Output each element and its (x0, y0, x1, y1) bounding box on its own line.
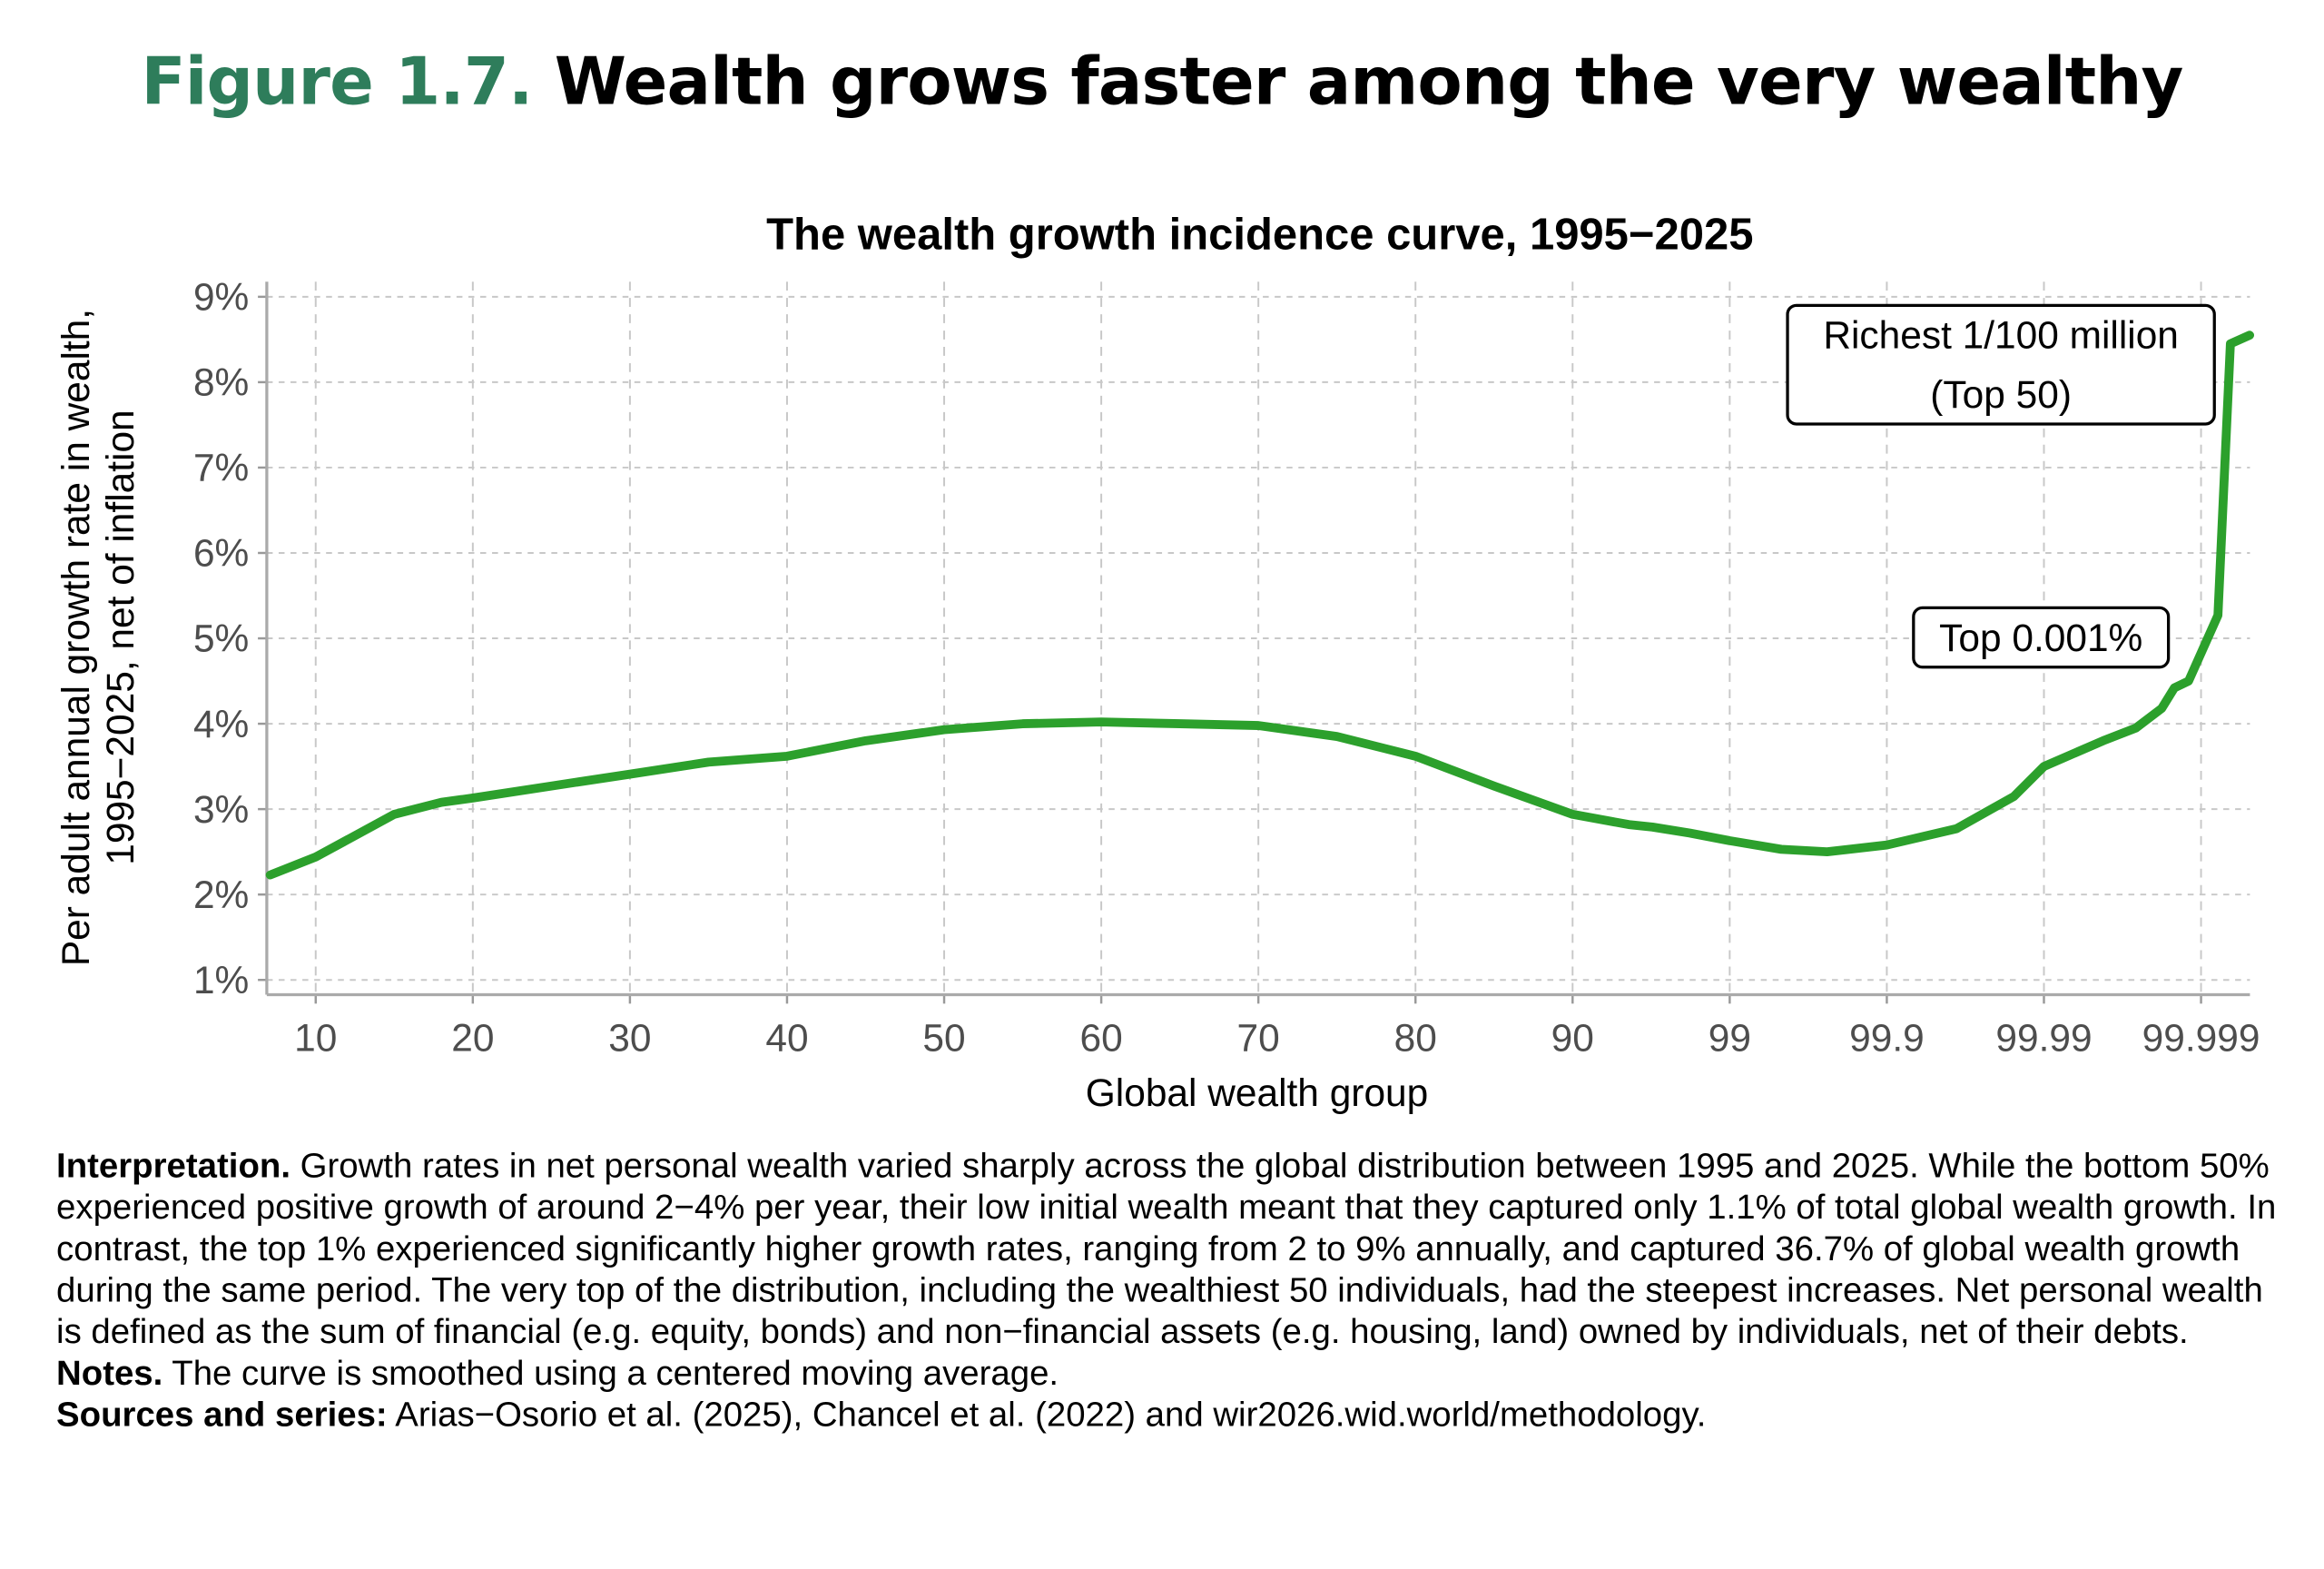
x-tick-label: 60 (1079, 1017, 1122, 1060)
sources-text: Arias−Osorio et al. (2025), Chancel et a… (387, 1395, 1707, 1434)
x-tick-label: 90 (1551, 1017, 1594, 1060)
notes-label: Notes. (56, 1353, 163, 1393)
annotation-label: Top 0.001% (1939, 617, 2142, 659)
y-tick-label: 6% (193, 532, 249, 575)
annotation-label: (Top 50) (1930, 373, 2072, 416)
y-tick-label: 1% (193, 959, 249, 1002)
y-axis-label-line1: Per adult annual growth rate in wealth, (54, 309, 97, 966)
figure-title-text: Wealth grows faster among the very wealt… (554, 44, 2184, 121)
sources-label: Sources and series: (56, 1395, 388, 1434)
x-tick-label: 40 (765, 1017, 808, 1060)
y-axis-label-line2: 1995−2025, net of inflation (99, 410, 142, 864)
chart: The wealth growth incidence curve, 1995−… (54, 210, 2260, 1114)
interpretation-label: Interpretation. (56, 1146, 290, 1185)
figure-notes: Interpretation. Growth rates in net pers… (56, 1144, 2280, 1435)
x-tick-label: 20 (451, 1017, 494, 1060)
y-tick-label: 9% (193, 276, 249, 319)
x-tick-label: 99 (1709, 1017, 1751, 1060)
y-tick-label: 8% (193, 361, 249, 404)
x-tick-label: 10 (294, 1017, 337, 1060)
x-tick-label: 99.9 (1849, 1017, 1925, 1060)
x-tick-label: 80 (1394, 1017, 1437, 1060)
y-tick-label: 4% (193, 703, 249, 745)
annotation-box (1786, 303, 2216, 426)
x-axis-label: Global wealth group (1086, 1071, 1428, 1114)
x-tick-label: 70 (1237, 1017, 1280, 1060)
annotation-label: Richest 1/100 million (1823, 314, 2179, 357)
figure-number: Figure 1.7. (141, 44, 533, 121)
figure-title: Figure 1.7. Wealth grows faster among th… (0, 44, 2324, 120)
notes-text: The curve is smoothed using a centered m… (162, 1353, 1059, 1393)
x-tick-label: 99.999 (2142, 1017, 2260, 1060)
y-tick-label: 3% (193, 788, 249, 831)
annotation-box (1912, 606, 2171, 669)
y-tick-label: 7% (193, 447, 249, 489)
x-tick-label: 30 (608, 1017, 651, 1060)
chart-title: The wealth growth incidence curve, 1995−… (766, 210, 1753, 259)
interpretation-text: Growth rates in net personal wealth vari… (56, 1146, 2277, 1351)
series-line (265, 331, 2255, 880)
y-tick-label: 5% (193, 617, 249, 660)
x-tick-label: 50 (922, 1017, 965, 1060)
x-tick-label: 99.99 (1995, 1017, 2092, 1060)
y-tick-label: 2% (193, 873, 249, 916)
